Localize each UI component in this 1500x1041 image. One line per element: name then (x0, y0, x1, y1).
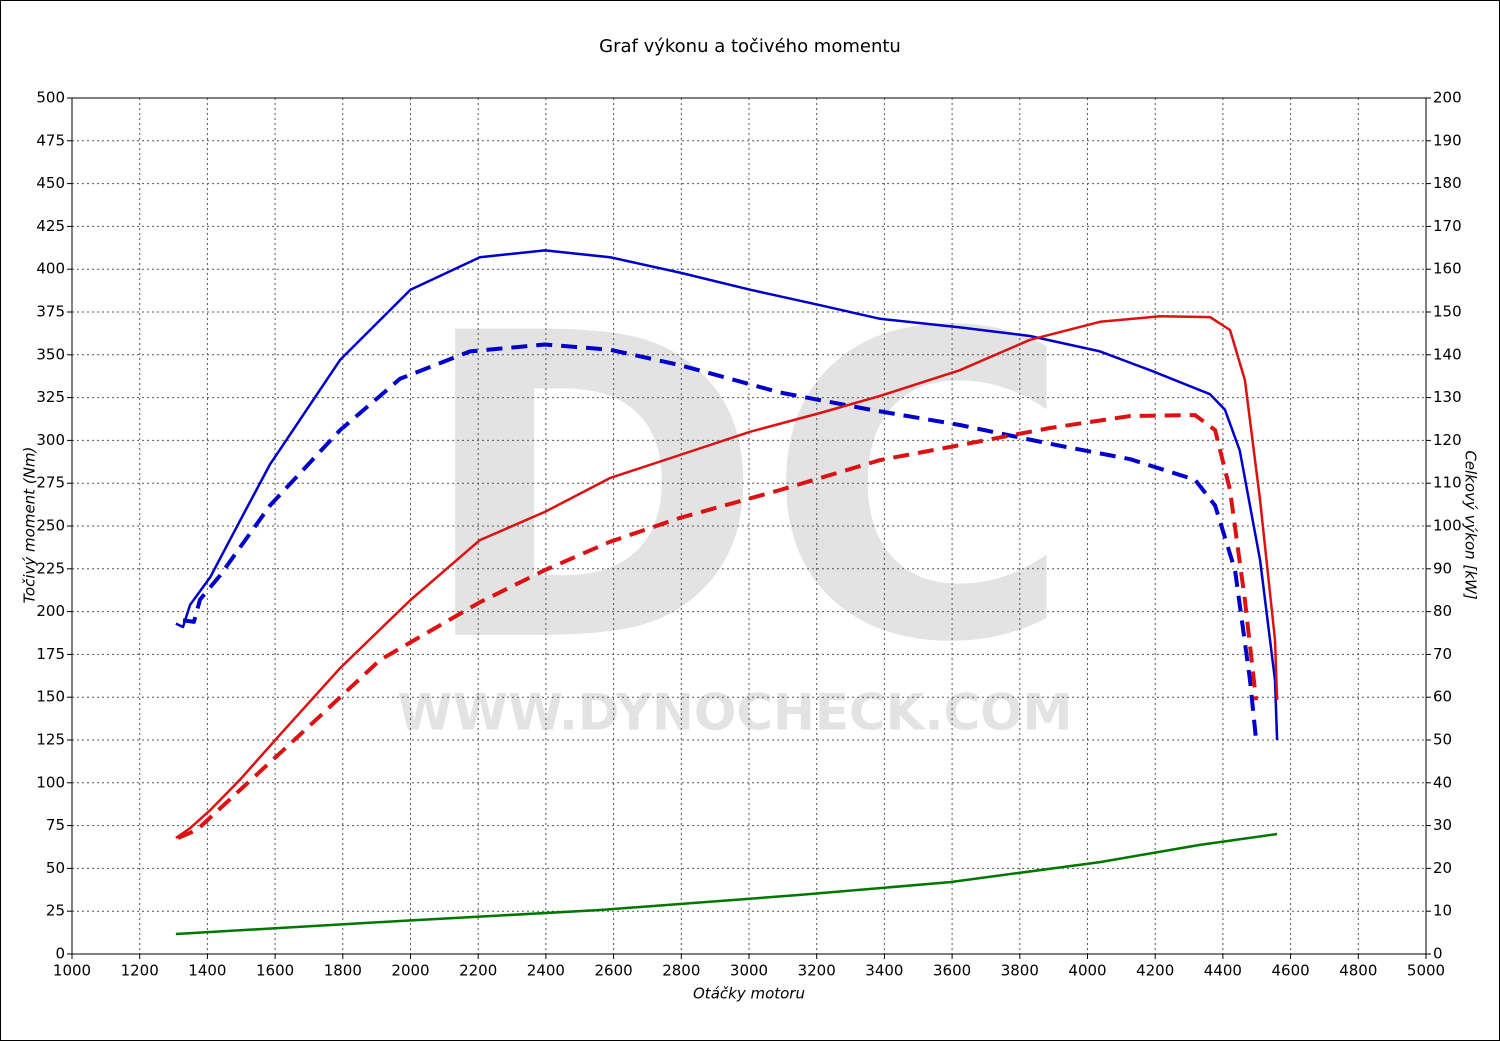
watermark-url: WWW.DYNOCHECK.COM (398, 684, 1073, 742)
x-tick-label: 1600 (256, 962, 294, 980)
y-tick-label: 250 (36, 517, 65, 535)
y-tick-label: 425 (36, 217, 65, 235)
x-tick-label: 2400 (527, 962, 565, 980)
y-tick-label: 75 (46, 816, 65, 834)
x-tick-label: 2600 (595, 962, 633, 980)
x-tick-label: 4200 (1136, 962, 1174, 980)
y-tick-label: 500 (36, 89, 65, 107)
y-tick-label: 400 (36, 260, 65, 278)
y2-tick-label: 70 (1433, 645, 1452, 663)
x-tick-label: 3400 (865, 962, 903, 980)
x-tick-label: 1400 (188, 962, 226, 980)
y-tick-label: 325 (36, 388, 65, 406)
y-tick-label: 100 (36, 773, 65, 791)
y-axis-label: Točivý moment (Nm) (21, 447, 39, 604)
y-tick-label: 300 (36, 431, 65, 449)
x-tick-label: 2000 (391, 962, 429, 980)
y2-tick-label: 80 (1433, 602, 1452, 620)
x-tick-label: 3000 (730, 962, 768, 980)
y-tick-label: 0 (55, 945, 65, 963)
y2-tick-label: 160 (1433, 260, 1462, 278)
y2-tick-label: 110 (1433, 474, 1462, 492)
y-tick-label: 475 (36, 131, 65, 149)
x-axis-label: Otáčky motoru (693, 985, 805, 1003)
y2-tick-label: 0 (1433, 945, 1443, 963)
y2-tick-label: 150 (1433, 303, 1462, 321)
x-tick-label: 1000 (53, 962, 91, 980)
y-tick-label: 25 (46, 902, 65, 920)
watermark: DC (417, 246, 1074, 735)
y-tick-label: 375 (36, 303, 65, 321)
y2-tick-label: 130 (1433, 388, 1462, 406)
y2-tick-label: 90 (1433, 559, 1452, 577)
y-tick-label: 150 (36, 688, 65, 706)
x-tick-label: 4400 (1204, 962, 1242, 980)
x-tick-label: 5000 (1407, 962, 1445, 980)
plot-border (71, 97, 1427, 955)
y2-tick-label: 120 (1433, 431, 1462, 449)
x-tick-label: 2200 (459, 962, 497, 980)
x-tick-label: 4000 (1068, 962, 1106, 980)
y-tick-label: 450 (36, 174, 65, 192)
x-tick-label: 2800 (662, 962, 700, 980)
y2-tick-label: 100 (1433, 517, 1462, 535)
y-tick-label: 125 (36, 731, 65, 749)
y-tick-label: 350 (36, 345, 65, 363)
y-tick-label: 225 (36, 559, 65, 577)
x-tick-label: 4800 (1339, 962, 1377, 980)
y2-tick-label: 50 (1433, 731, 1452, 749)
y-tick-label: 175 (36, 645, 65, 663)
y2-tick-label: 190 (1433, 131, 1462, 149)
y2-tick-label: 60 (1433, 688, 1452, 706)
y2-tick-label: 140 (1433, 345, 1462, 363)
x-tick-label: 3600 (933, 962, 971, 980)
y-tick-label: 50 (46, 859, 65, 877)
x-tick-label: 1800 (324, 962, 362, 980)
x-tick-label: 1200 (121, 962, 159, 980)
y2-tick-label: 40 (1433, 773, 1452, 791)
x-tick-label: 3800 (1001, 962, 1039, 980)
y2-axis-label: Celkový výkon [kW] (1462, 450, 1480, 600)
x-tick-label: 4600 (1272, 962, 1310, 980)
x-tick-label: 3200 (798, 962, 836, 980)
y2-tick-label: 20 (1433, 859, 1452, 877)
y2-tick-label: 30 (1433, 816, 1452, 834)
series-line (175, 832, 1278, 936)
y2-tick-label: 10 (1433, 902, 1452, 920)
series-line (175, 315, 1279, 840)
y2-tick-label: 180 (1433, 174, 1462, 192)
series-line (175, 249, 1279, 741)
y-tick-label: 200 (36, 602, 65, 620)
series-line (177, 413, 1259, 840)
y-tick-label: 275 (36, 474, 65, 492)
y2-tick-label: 170 (1433, 217, 1462, 235)
y2-tick-label: 200 (1433, 89, 1462, 107)
chart-title: Graf výkonu a točivého momentu (599, 36, 901, 57)
